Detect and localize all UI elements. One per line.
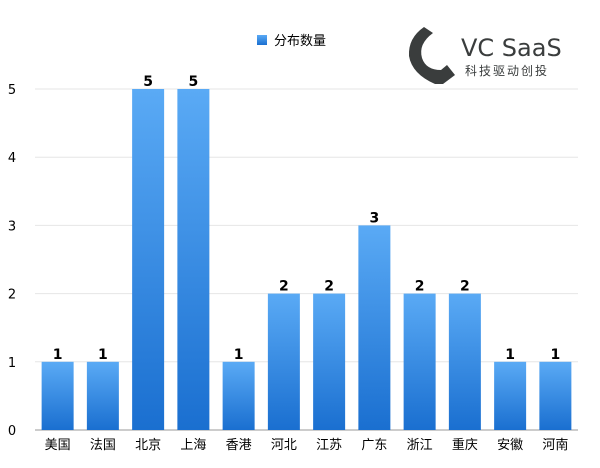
legend-label: 分布数量 (274, 34, 326, 49)
x-tick-label: 香港 (226, 438, 252, 453)
data-label: 5 (189, 74, 199, 90)
legend-swatch (257, 35, 267, 45)
data-label: 3 (370, 210, 380, 226)
bar (358, 225, 391, 430)
data-label: 2 (324, 279, 334, 295)
bar (222, 361, 255, 430)
bar (86, 361, 119, 430)
data-label: 2 (460, 279, 470, 295)
x-tick-label: 北京 (135, 438, 161, 453)
logo-mark-icon (408, 27, 455, 84)
data-label: 5 (143, 74, 153, 90)
x-tick-label: 河南 (542, 437, 568, 453)
y-tick-label: 5 (8, 83, 16, 98)
logo-title: VC SaaS (461, 34, 562, 62)
x-tick-label: 上海 (180, 438, 206, 453)
data-label: 1 (53, 347, 63, 363)
bar (41, 361, 74, 430)
bar (313, 293, 346, 430)
y-tick-label: 0 (8, 424, 16, 439)
legend: 分布数量 (257, 34, 326, 49)
logo-subtitle: 科技驱动创投 (465, 63, 549, 78)
x-tick-label: 江苏 (316, 437, 342, 453)
bar (539, 361, 572, 430)
bar (448, 293, 481, 430)
x-tick-label: 安徽 (497, 438, 523, 453)
x-tick-label: 美国 (45, 438, 71, 453)
data-label: 1 (234, 347, 244, 363)
y-tick-label: 2 (8, 288, 16, 303)
x-tick-label: 广东 (361, 438, 387, 453)
y-tick-label: 4 (8, 151, 16, 166)
x-tick-label: 法国 (90, 438, 116, 453)
data-label: 2 (415, 279, 425, 295)
data-label: 1 (505, 347, 515, 363)
x-tick-label: 河北 (271, 438, 297, 453)
data-label: 2 (279, 279, 289, 295)
bar (132, 89, 165, 430)
data-label: 1 (98, 347, 108, 363)
bar (177, 89, 210, 430)
x-tick-label: 重庆 (452, 437, 478, 453)
y-tick-label: 1 (8, 356, 16, 371)
logo: VC SaaS 科技驱动创投 (408, 27, 562, 84)
bar (403, 293, 436, 430)
data-label: 1 (551, 347, 561, 363)
bar (494, 361, 527, 430)
x-tick-label: 浙江 (407, 438, 433, 453)
bar (267, 293, 300, 430)
y-tick-label: 3 (8, 219, 16, 234)
